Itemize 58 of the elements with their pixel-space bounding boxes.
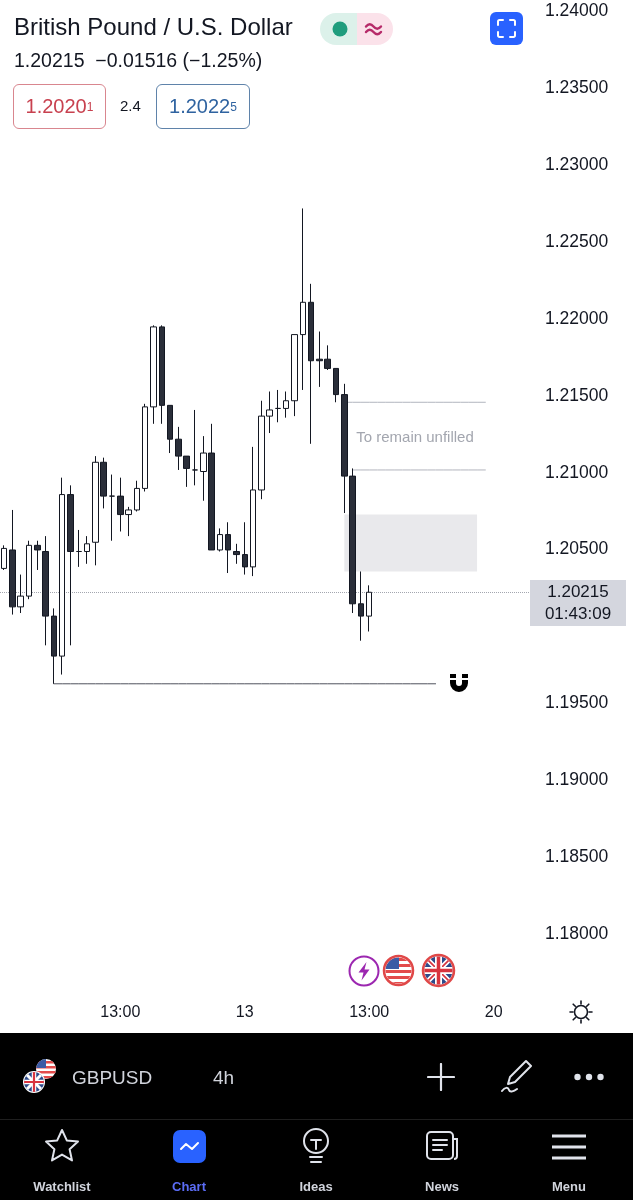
candlestick [109, 474, 115, 542]
candlestick [134, 480, 140, 512]
candlestick [42, 535, 49, 646]
candlestick [308, 283, 314, 445]
candlestick [159, 324, 165, 425]
candlestick [167, 404, 173, 454]
candlestick [225, 521, 231, 574]
candlestick [233, 543, 240, 565]
y-tick-label: 1.23500 [545, 76, 609, 97]
chart-title: British Pound / U.S. Dollar [14, 12, 293, 40]
x-tick-label: 13:00 [100, 1002, 141, 1020]
candlestick [59, 477, 65, 676]
y-tick-label: 1.21500 [545, 384, 609, 405]
tab-label: Chart [172, 1179, 206, 1193]
interval-label: 4h [213, 1068, 235, 1087]
candlestick [84, 535, 90, 565]
candlestick [26, 540, 32, 600]
y-tick-label: 1.18000 [545, 923, 609, 943]
symbol-label: GBPUSD [72, 1068, 153, 1087]
x-tick-label: 13 [235, 1002, 254, 1020]
candlestick [291, 334, 298, 417]
candlestick [150, 324, 157, 425]
tab-label: Watchlist [33, 1179, 91, 1193]
candlestick [67, 484, 74, 646]
y-tick-label: 1.20500 [545, 538, 609, 559]
candlestick [275, 389, 281, 423]
candlestick [300, 207, 306, 391]
y-tick-label: 1.22000 [545, 307, 609, 328]
x-tick-label: 13:00 [349, 1002, 390, 1020]
tab-label: Ideas [299, 1179, 333, 1193]
candlestick [217, 527, 223, 552]
x-tick-label: 20 [484, 1002, 503, 1020]
y-tick-label: 1.18500 [545, 846, 609, 867]
y-tick-label: 1.19000 [545, 769, 609, 790]
candlestick [1, 544, 7, 571]
y-tick-label: 1.23000 [545, 153, 609, 174]
candlestick [358, 570, 364, 642]
candlestick [250, 446, 256, 577]
y-tick-label: 1.21000 [545, 461, 609, 482]
y-tick-label: 1.24000 [545, 0, 609, 20]
price-tag: 1.20215 01:43:09 [530, 580, 626, 627]
candlestick [51, 607, 57, 685]
y-tick-label: 1.19500 [545, 692, 609, 713]
spread-label: 2.4 [120, 98, 141, 113]
candlestick [366, 584, 372, 632]
y-tick-label: 1.22500 [545, 230, 609, 251]
text: 1.20215 −0.01516 (−1.25%) [14, 49, 263, 71]
candlestick [283, 391, 289, 419]
tab-label: News [425, 1179, 459, 1193]
ref-line-label: 1.20215 [546, 581, 610, 604]
candlestick [76, 529, 82, 568]
candlestick [34, 540, 41, 571]
note-label: To remain unfilled [356, 428, 474, 444]
candlestick [142, 403, 148, 492]
candlestick [242, 521, 248, 576]
tab-label: Menu [552, 1179, 586, 1193]
candlestick [333, 367, 339, 403]
candlestick [192, 409, 198, 486]
